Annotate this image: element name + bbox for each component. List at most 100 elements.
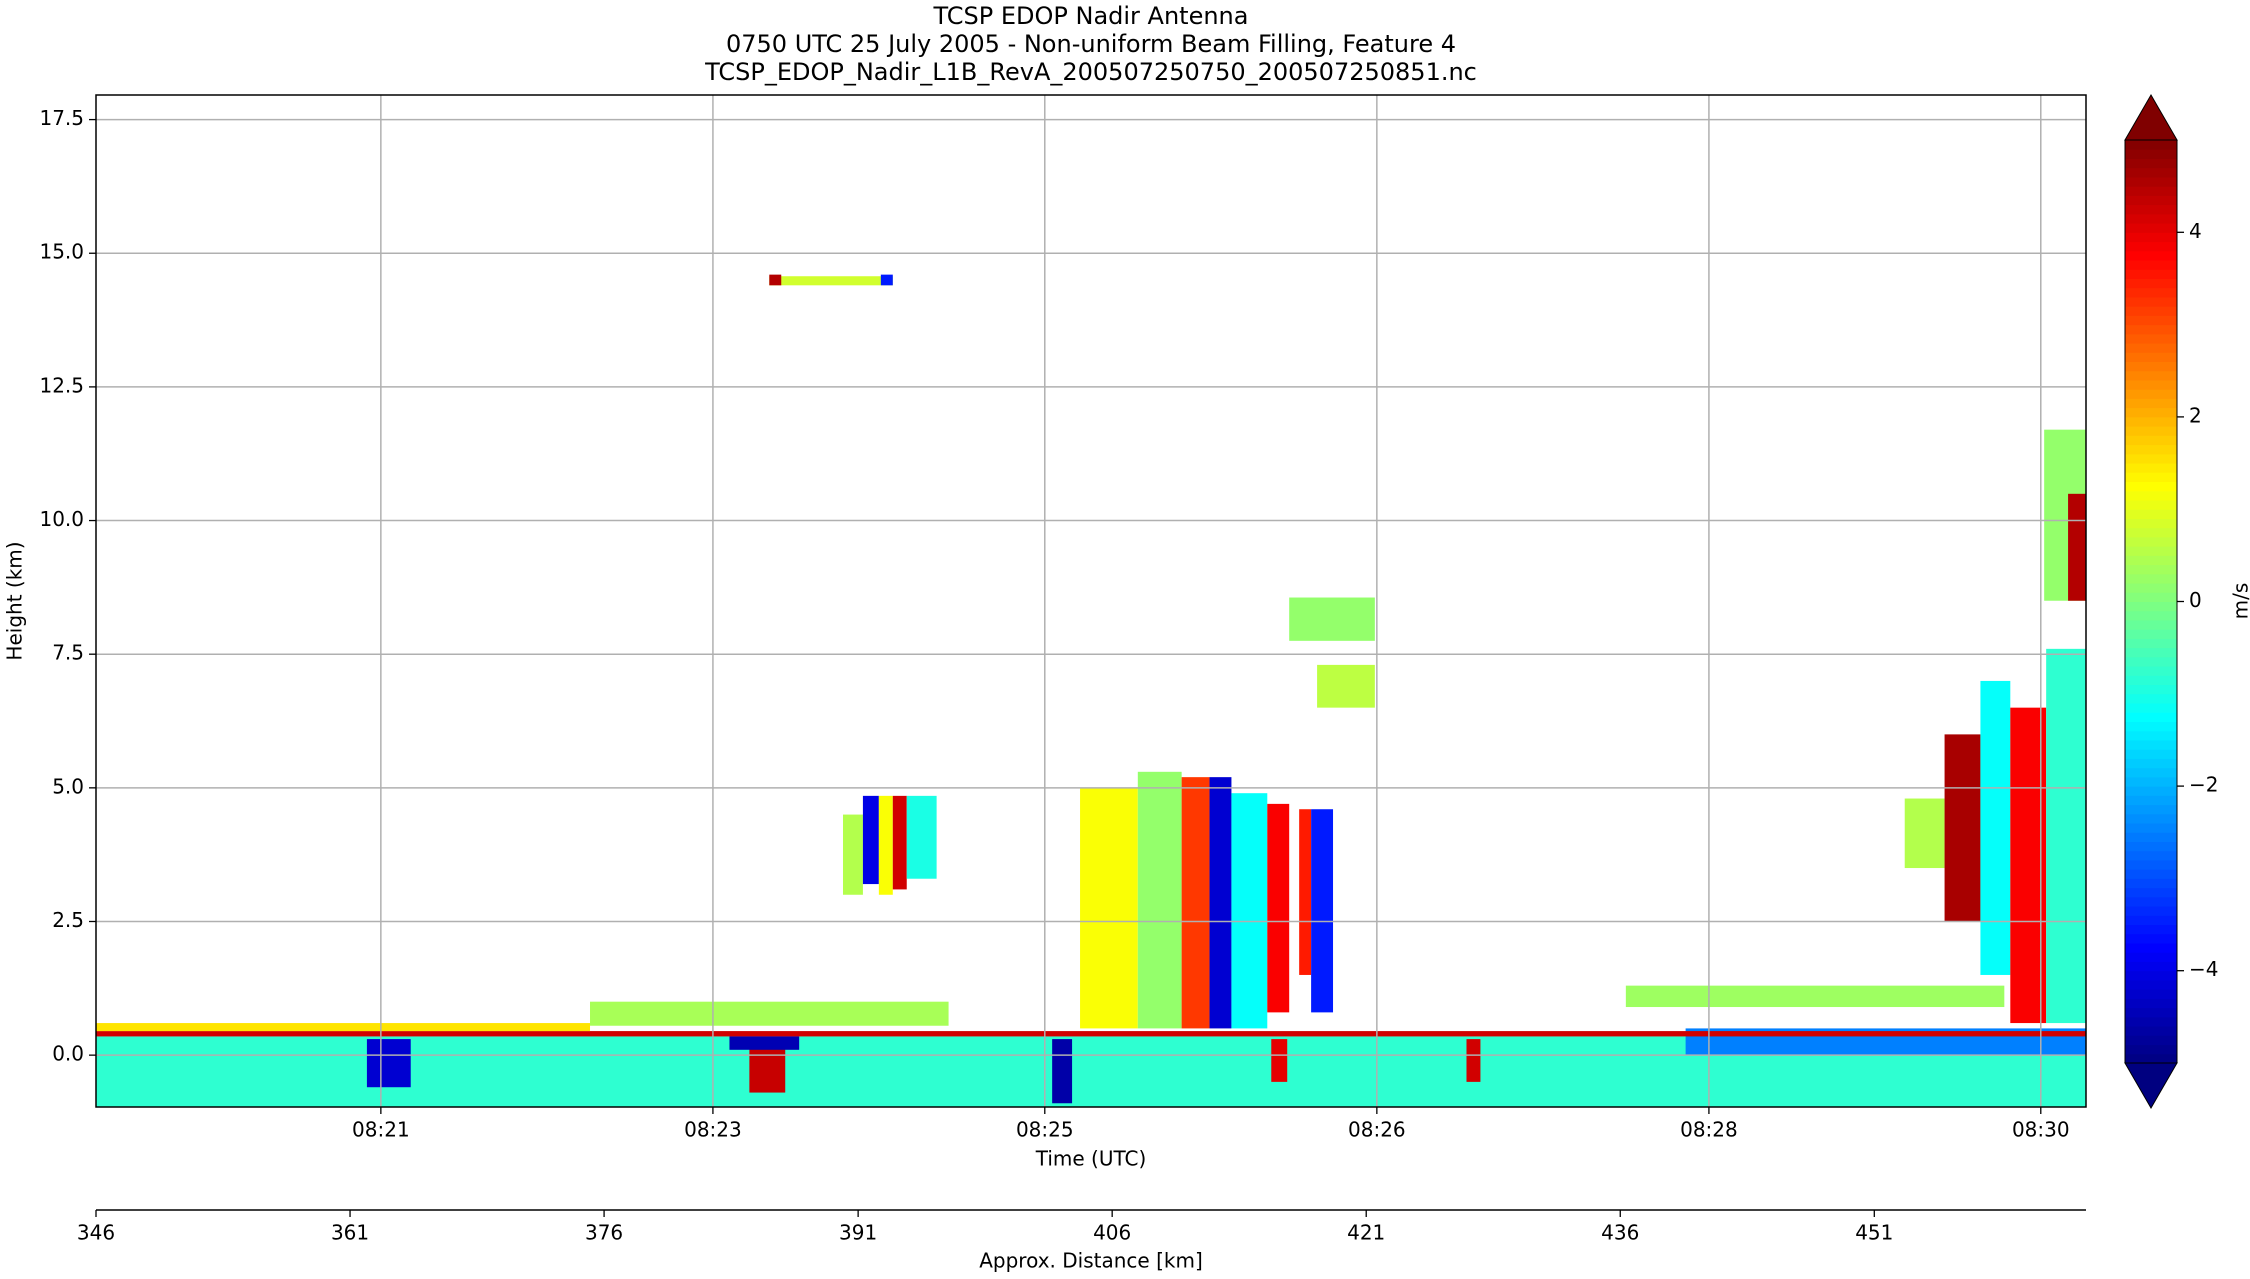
colorbar-swatch xyxy=(2125,638,2177,648)
colorbar-swatch xyxy=(2125,952,2177,962)
colorbar-swatch xyxy=(2125,149,2177,159)
heatmap-cell xyxy=(907,796,937,879)
heatmap-cell xyxy=(879,796,893,895)
colorbar-swatch xyxy=(2125,693,2177,703)
colorbar-swatch xyxy=(2125,315,2177,325)
colorbar-tick-label: 4 xyxy=(2189,219,2202,243)
colorbar-tick-label: −2 xyxy=(2189,773,2218,797)
colorbar-swatch xyxy=(2125,1053,2177,1063)
colorbar-swatch xyxy=(2125,1026,2177,1036)
colorbar-swatch xyxy=(2125,435,2177,445)
colorbar-swatch xyxy=(2125,1044,2177,1054)
colorbar-swatch xyxy=(2125,924,2177,934)
colorbar-swatch xyxy=(2125,629,2177,639)
colorbar-swatch xyxy=(2125,509,2177,519)
x2-tick-label: 436 xyxy=(1601,1221,1639,1245)
chart-filename: TCSP_EDOP_Nadir_L1B_RevA_200507250750_20… xyxy=(704,58,1477,86)
colorbar-swatch xyxy=(2125,776,2177,786)
heatmap-cell xyxy=(881,275,893,286)
x2-tick-label: 451 xyxy=(1855,1221,1893,1245)
colorbar-swatch xyxy=(2125,296,2177,306)
y-tick-label: 0.0 xyxy=(52,1042,84,1066)
y-tick-label: 2.5 xyxy=(52,908,84,932)
colorbar-swatch xyxy=(2125,887,2177,897)
y-tick-label: 12.5 xyxy=(39,373,84,397)
colorbar-swatch xyxy=(2125,463,2177,473)
heatmap-cell xyxy=(1267,804,1289,1012)
colorbar-swatch xyxy=(2125,195,2177,205)
x2-tick-label: 346 xyxy=(77,1221,115,1245)
heatmap-cell xyxy=(1980,681,2010,975)
colorbar-extend-top xyxy=(2125,95,2177,140)
colorbar-swatch xyxy=(2125,352,2177,362)
x2-tick-label: 376 xyxy=(585,1221,623,1245)
x-tick-label: 08:26 xyxy=(1348,1118,1406,1142)
heatmap-cell xyxy=(2046,649,2086,1023)
colorbar-swatch xyxy=(2125,804,2177,814)
heatmap-cell xyxy=(1138,772,1182,1029)
colorbar-swatch xyxy=(2125,213,2177,223)
colorbar-swatch xyxy=(2125,619,2177,629)
heatmap-cell xyxy=(729,1036,799,1049)
colorbar-swatch xyxy=(2125,426,2177,436)
heatmap-cell xyxy=(367,1039,411,1087)
heatmap-cell xyxy=(1466,1039,1480,1082)
colorbar-swatch xyxy=(2125,998,2177,1008)
colorbar-label: m/s xyxy=(2229,583,2250,620)
heatmap-cell xyxy=(1299,809,1311,975)
colorbar-swatch xyxy=(2125,832,2177,842)
heatmap-cell xyxy=(893,796,907,890)
colorbar-swatch xyxy=(2125,204,2177,214)
y-tick-label: 5.0 xyxy=(52,774,84,798)
colorbar-swatch xyxy=(2125,970,2177,980)
colorbar-swatch xyxy=(2125,398,2177,408)
colorbar-swatch xyxy=(2125,389,2177,399)
x-tick-label: 08:28 xyxy=(1680,1118,1738,1142)
colorbar-swatch xyxy=(2125,232,2177,242)
heatmap-cell xyxy=(2068,494,2086,601)
heatmap-cell xyxy=(590,1002,949,1026)
colorbar-swatch xyxy=(2125,527,2177,537)
colorbar-swatch xyxy=(2125,684,2177,694)
colorbar-swatch xyxy=(2125,324,2177,334)
colorbar-swatch xyxy=(2125,241,2177,251)
colorbar-swatch xyxy=(2125,906,2177,916)
colorbar-swatch xyxy=(2125,546,2177,556)
x-axis-label: Time (UTC) xyxy=(1035,1147,1147,1171)
colorbar-swatch xyxy=(2125,223,2177,233)
heatmap-cell xyxy=(1311,809,1333,1012)
colorbar-swatch xyxy=(2125,416,2177,426)
colorbar-swatch xyxy=(2125,869,2177,879)
colorbar-swatch xyxy=(2125,573,2177,583)
colorbar-swatch xyxy=(2125,813,2177,823)
colorbar-swatch xyxy=(2125,749,2177,759)
colorbar-swatch xyxy=(2125,490,2177,500)
colorbar-swatch xyxy=(2125,278,2177,288)
heatmap-cell xyxy=(1317,665,1375,708)
x-tick-label: 08:25 xyxy=(1016,1118,1074,1142)
x2-tick-label: 361 xyxy=(331,1221,369,1245)
colorbar-swatch xyxy=(2125,675,2177,685)
colorbar-swatch xyxy=(2125,370,2177,380)
y-tick-label: 15.0 xyxy=(39,240,84,264)
colorbar-swatch xyxy=(2125,140,2177,150)
colorbar-swatch xyxy=(2125,767,2177,777)
colorbar-swatch xyxy=(2125,850,2177,860)
colorbar-swatch xyxy=(2125,739,2177,749)
colorbar-tick-label: 2 xyxy=(2189,403,2202,427)
colorbar-swatch xyxy=(2125,536,2177,546)
x2-tick-label: 406 xyxy=(1093,1221,1131,1245)
colorbar-swatch xyxy=(2125,592,2177,602)
x-tick-label: 08:21 xyxy=(352,1118,410,1142)
heatmap-cell xyxy=(1945,734,1981,921)
colorbar-swatch xyxy=(2125,269,2177,279)
colorbar-swatch xyxy=(2125,453,2177,463)
heatmap-cell xyxy=(1080,788,1138,1029)
colorbar-swatch xyxy=(2125,379,2177,389)
colorbar-swatch xyxy=(2125,915,2177,925)
colorbar-swatch xyxy=(2125,287,2177,297)
y-axis-label: Height (km) xyxy=(3,541,27,660)
y-tick-label: 10.0 xyxy=(39,507,84,531)
